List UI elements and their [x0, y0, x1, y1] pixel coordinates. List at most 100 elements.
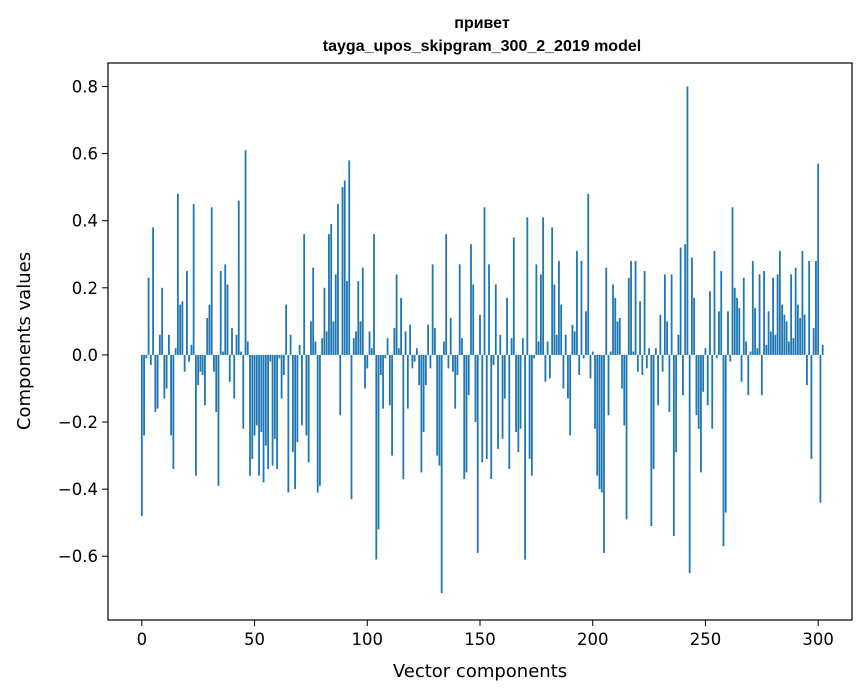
- bar-component-84: [330, 224, 333, 355]
- bar-component-65: [287, 354, 290, 493]
- bar-component-141: [458, 264, 461, 355]
- bar-component-270: [749, 351, 752, 355]
- bar-component-79: [319, 354, 321, 486]
- bar-component-70: [298, 344, 301, 355]
- bar-component-287: [787, 341, 790, 355]
- x-tick-label-300: 300: [802, 630, 834, 649]
- bar-component-95: [355, 331, 357, 355]
- y-tick-label-7: 0.8: [72, 77, 98, 96]
- bar-component-162: [506, 297, 508, 355]
- bar-component-249: [702, 354, 705, 392]
- bar-component-186: [560, 304, 563, 355]
- bar-component-241: [684, 244, 687, 355]
- bar-component-299: [815, 260, 817, 355]
- bar-component-126: [424, 354, 427, 386]
- bar-component-41: [233, 354, 236, 399]
- bar-component-15: [174, 348, 177, 355]
- bar-component-44: [240, 351, 242, 355]
- bar-component-216: [627, 277, 630, 355]
- bar-component-92: [348, 160, 351, 355]
- bar-component-123: [418, 354, 421, 386]
- bar-component-214: [623, 354, 626, 426]
- bar-component-149: [476, 354, 479, 553]
- bar-component-157: [494, 284, 497, 355]
- bar-component-103: [373, 234, 375, 355]
- bars-group: [140, 86, 824, 594]
- bar-component-154: [488, 264, 490, 355]
- bar-component-48: [249, 354, 251, 476]
- bar-component-151: [481, 354, 484, 463]
- bar-component-237: [675, 354, 678, 453]
- bar-component-115: [400, 297, 402, 355]
- bar-component-102: [370, 348, 373, 355]
- bar-component-128: [429, 354, 432, 369]
- bar-component-296: [808, 260, 811, 355]
- bar-component-229: [657, 354, 660, 406]
- bar-component-9: [161, 287, 164, 355]
- bar-component-265: [738, 307, 741, 355]
- plot-frame: [107, 62, 853, 621]
- bar-component-243: [688, 354, 691, 574]
- bar-component-277: [765, 344, 768, 355]
- bar-component-226: [650, 354, 653, 527]
- bar-component-11: [165, 354, 168, 389]
- bar-component-73: [305, 354, 308, 436]
- bar-component-80: [321, 338, 324, 355]
- bar-component-181: [548, 354, 551, 379]
- bar-component-68: [294, 354, 297, 490]
- bar-component-273: [756, 348, 759, 355]
- bar-component-35: [219, 271, 222, 355]
- bar-component-218: [632, 351, 635, 355]
- bar-component-12: [167, 334, 170, 355]
- bar-component-250: [704, 348, 707, 355]
- bar-component-31: [210, 207, 213, 355]
- bar-component-144: [465, 354, 468, 473]
- bar-component-234: [668, 354, 671, 412]
- bar-component-101: [368, 331, 371, 355]
- bar-component-224: [645, 354, 648, 369]
- bar-component-204: [600, 354, 603, 493]
- bar-component-88: [339, 354, 342, 416]
- bar-component-39: [228, 354, 231, 382]
- bar-component-227: [652, 354, 655, 469]
- bar-component-215: [625, 354, 628, 520]
- bar-component-133: [440, 354, 443, 594]
- bar-component-36: [222, 351, 224, 355]
- bar-component-107: [382, 354, 384, 409]
- bar-component-134: [443, 341, 445, 355]
- bar-component-167: [517, 354, 520, 453]
- y-tick-label-2: −0.2: [58, 413, 98, 432]
- bar-component-261: [729, 354, 732, 362]
- bar-component-117: [404, 331, 407, 355]
- bar-component-294: [803, 314, 806, 355]
- bar-component-247: [697, 354, 700, 429]
- bar-component-106: [379, 354, 382, 376]
- bar-component-76: [312, 267, 315, 355]
- bar-component-143: [463, 354, 466, 480]
- chart-title-line-2: tayga_upos_skipgram_300_2_2019 model: [323, 38, 641, 55]
- bar-component-209: [612, 284, 614, 355]
- bar-component-13: [170, 354, 173, 436]
- bar-component-232: [663, 274, 666, 355]
- bar-component-195: [580, 260, 583, 355]
- bar-component-132: [438, 354, 441, 466]
- bar-component-40: [231, 328, 233, 355]
- y-axis-label: Components values: [14, 252, 35, 430]
- bar-component-42: [235, 334, 238, 355]
- bar-component-19: [183, 354, 186, 372]
- bar-component-193: [576, 250, 578, 355]
- bar-component-300: [817, 163, 820, 355]
- bar-component-213: [621, 354, 623, 389]
- bar-component-5: [152, 227, 154, 355]
- bar-component-173: [530, 354, 533, 476]
- bar-component-180: [546, 341, 549, 355]
- bar-component-267: [742, 277, 745, 355]
- bar-component-288: [790, 274, 793, 355]
- bar-component-220: [636, 354, 639, 372]
- bar-component-170: [524, 354, 526, 560]
- bar-component-169: [521, 338, 524, 355]
- bar-component-14: [172, 354, 175, 469]
- bar-component-282: [776, 274, 779, 355]
- bar-component-160: [501, 354, 504, 439]
- bar-component-163: [508, 354, 511, 469]
